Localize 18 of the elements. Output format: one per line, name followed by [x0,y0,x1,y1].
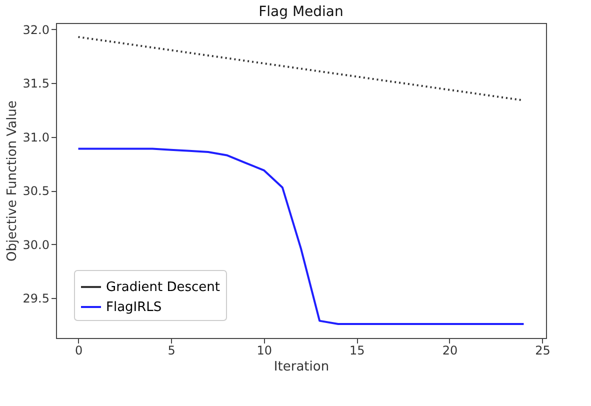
chart-title: Flag Median [258,4,344,20]
y-tick-label: 30.0 [22,238,50,252]
x-tick-label: 0 [74,344,83,358]
x-tick-label: 5 [168,344,176,358]
y-tick-label: 31.5 [22,76,50,91]
y-tick-label: 30.5 [22,184,50,198]
x-tick-label: 15 [350,344,365,358]
legend-label: Gradient Descent [106,280,220,295]
x-axis-title: Iteration [274,360,330,374]
x-tick-label: 25 [535,344,550,358]
legend-label: FlagIRLS [106,300,162,315]
y-tick-label: 32.0 [22,22,50,37]
y-tick-label: 29.5 [22,292,50,306]
y-tick-label: 31.0 [22,130,50,144]
line-series [77,148,525,326]
x-tick-label: 20 [442,344,458,358]
x-tick-label: 10 [256,344,272,358]
y-axis-title: Objective Function Value [4,100,20,262]
